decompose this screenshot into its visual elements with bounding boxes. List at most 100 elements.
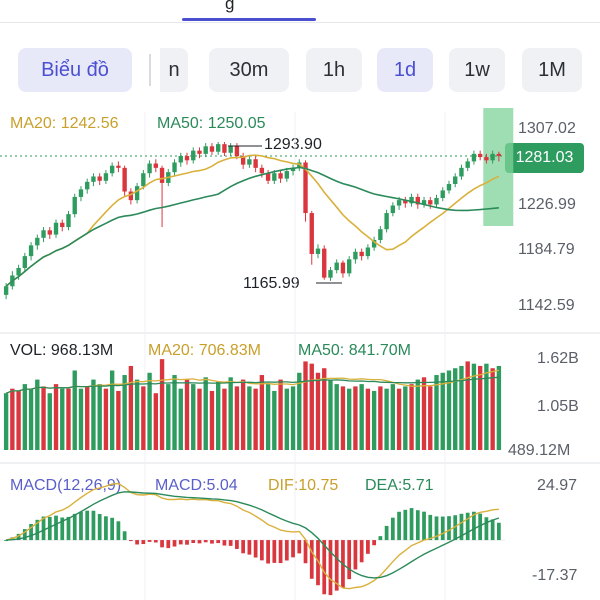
macd-histogram-bar xyxy=(253,540,258,558)
macd-histogram-bar xyxy=(284,540,289,561)
candle-body xyxy=(440,190,445,198)
candle-body xyxy=(178,156,183,163)
volume-bar xyxy=(421,377,427,450)
macd-histogram-bar xyxy=(472,511,476,541)
macd-histogram-bar xyxy=(372,540,377,546)
candle-body xyxy=(159,167,165,183)
candle-body xyxy=(496,153,502,156)
candle-body xyxy=(222,144,227,153)
macd-histogram-bar xyxy=(4,540,8,542)
candle-body xyxy=(390,205,396,214)
volume-bar xyxy=(490,368,495,450)
macd-histogram-bar xyxy=(384,525,389,541)
macd-histogram-bar xyxy=(428,514,433,541)
volume-bar xyxy=(209,390,215,450)
active-tab-indicator xyxy=(182,18,316,21)
candle-body xyxy=(415,196,420,205)
macd-histogram-bar xyxy=(41,516,46,541)
candle-body xyxy=(147,163,152,174)
candle-body xyxy=(365,247,371,257)
volume-bar xyxy=(340,386,346,450)
volume-bar xyxy=(66,388,71,450)
price-ma50-label: MA50: 1250.05 xyxy=(157,115,266,132)
macd-histogram-bar xyxy=(160,540,164,548)
volume-bar xyxy=(409,384,414,450)
volume-ma50-line xyxy=(5,376,499,394)
macd-histogram-bar xyxy=(79,511,83,541)
timeframe-1d-button[interactable]: 1d xyxy=(377,48,433,92)
macd-histogram-bar xyxy=(147,540,152,542)
candle-body xyxy=(184,156,190,161)
volume-bar xyxy=(178,388,183,450)
volume-bar xyxy=(297,372,302,450)
candle-body xyxy=(3,286,9,295)
candle-body xyxy=(247,159,252,165)
volume-ma50-label: MA50: 841.70M xyxy=(298,342,411,359)
price-ma20-label: MA20: 1242.56 xyxy=(10,115,119,132)
volume-bar xyxy=(484,363,489,450)
timeframe-1w-button[interactable]: 1w xyxy=(449,48,505,92)
price-ma20-line xyxy=(5,154,500,287)
macd-histogram-bar xyxy=(178,540,183,545)
volume-bar xyxy=(259,375,265,450)
volume-bar xyxy=(28,388,34,450)
dif-value-label: DIF:10.75 xyxy=(268,477,339,494)
candle-body xyxy=(35,237,40,246)
candle-body xyxy=(134,186,140,201)
volume-label: VOL: 968.13M xyxy=(10,342,114,359)
macd-histogram-bar xyxy=(322,540,327,595)
volume-bar xyxy=(216,381,221,450)
candle-body xyxy=(116,165,121,168)
macd-histogram-bar xyxy=(203,540,208,543)
candle-body xyxy=(340,262,346,274)
macd-histogram-bar xyxy=(97,514,102,541)
volume-bar xyxy=(365,388,371,450)
chart-type-button[interactable]: Biểu đồ xyxy=(18,48,132,92)
macd-histogram-bar xyxy=(116,521,121,541)
macd-histogram-bar xyxy=(29,524,33,541)
timeframe-1M-button[interactable]: 1M xyxy=(522,48,582,92)
macd-axis-label: -17.37 xyxy=(532,567,578,584)
volume-bar xyxy=(496,365,502,450)
volume-bar xyxy=(290,386,296,450)
period-high-label: 1293.90 xyxy=(264,136,322,153)
candle-body xyxy=(409,196,414,204)
macd-histogram-bar xyxy=(328,540,333,596)
macd-histogram-bar xyxy=(366,540,370,554)
volume-bar xyxy=(3,393,9,450)
macd-histogram-bar xyxy=(316,540,320,586)
volume-bar xyxy=(403,386,408,450)
macd-value-label: MACD:5.04 xyxy=(155,477,238,494)
candle-body xyxy=(446,183,452,191)
candle-body xyxy=(284,171,289,179)
volume-bar xyxy=(122,375,127,450)
candle-body xyxy=(203,146,208,154)
candle-body xyxy=(60,222,65,228)
top-tab-label[interactable]: g xyxy=(225,0,235,13)
candle-body xyxy=(322,248,327,278)
volume-bar xyxy=(234,386,240,450)
macd-histogram-bar xyxy=(353,540,358,570)
candle-body xyxy=(459,167,464,177)
candle-body xyxy=(141,173,146,187)
macd-histogram-bar xyxy=(210,540,214,544)
timeframe-partial-button[interactable]: n xyxy=(160,48,188,92)
volume-bar xyxy=(384,388,389,450)
timeframe-1h-button[interactable]: 1h xyxy=(306,48,362,92)
candle-body xyxy=(396,200,402,206)
macd-histogram-bar xyxy=(478,513,483,541)
macd-histogram-bar xyxy=(465,512,470,541)
volume-bar xyxy=(116,390,121,450)
macd-histogram-bar xyxy=(172,540,177,547)
candle-body xyxy=(191,150,196,161)
macd-histogram-bar xyxy=(378,536,383,541)
volume-bar xyxy=(346,388,352,450)
dea-value-label: DEA:5.71 xyxy=(365,477,434,494)
macd-histogram-bar xyxy=(85,510,90,541)
volume-bar xyxy=(440,372,445,450)
timeframe-30m-button[interactable]: 30m xyxy=(209,48,289,92)
volume-bar xyxy=(47,393,52,450)
candle-body xyxy=(22,256,28,268)
period-low-label: 1165.99 xyxy=(243,275,300,292)
